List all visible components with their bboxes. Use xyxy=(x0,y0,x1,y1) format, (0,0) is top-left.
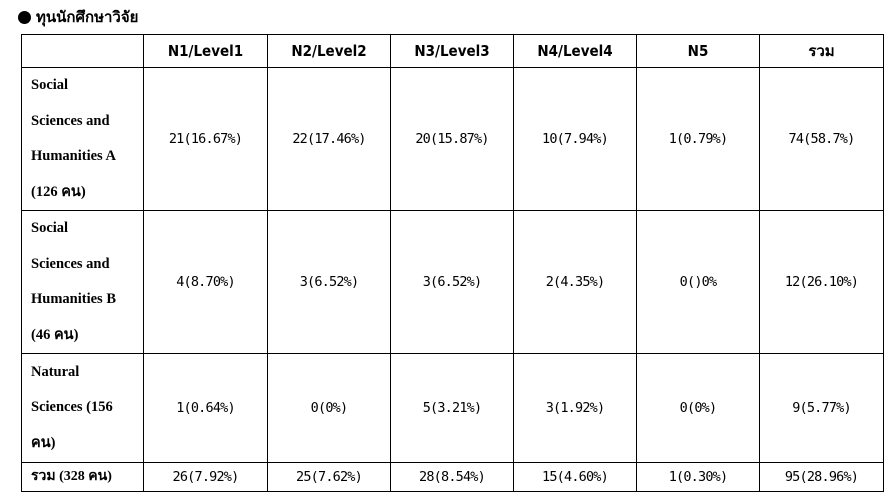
table-row: Social Sciences and Humanities A (126 คน… xyxy=(21,67,884,211)
scholarship-table: N1/Level1 N2/Level2 N3/Level3 N4/Level4 … xyxy=(21,34,884,492)
table-row: Natural Sciences (156 คน) 1(0.64%) 0(0%)… xyxy=(21,353,884,463)
bullet-icon xyxy=(18,10,31,24)
table-cell: 74(58.7%) xyxy=(759,67,884,211)
header-cell-n5: N5 xyxy=(636,34,760,68)
row-label: Social Sciences and Humanities A (126 คน… xyxy=(21,67,144,211)
table-cell: 9(5.77%) xyxy=(759,353,884,463)
table-cell: 26(7.92%) xyxy=(143,462,268,492)
table-cell: 10(7.94%) xyxy=(513,67,637,211)
total-row-label: รวม (328 คน) xyxy=(21,462,144,492)
table-cell: 1(0.79%) xyxy=(636,67,760,211)
header-cell-n2: N2/Level2 xyxy=(267,34,391,68)
table-cell: 0(0%) xyxy=(636,353,760,463)
table-cell: 2(4.35%) xyxy=(513,210,637,354)
header-cell-n1: N1/Level1 xyxy=(143,34,268,68)
table-cell: 95(28.96%) xyxy=(759,462,884,492)
table-cell: 12(26.10%) xyxy=(759,210,884,354)
table-cell: 25(7.62%) xyxy=(267,462,391,492)
table-cell: 22(17.46%) xyxy=(267,67,391,211)
section-title: ทุนนักศึกษาวิจัย xyxy=(18,6,138,28)
header-cell-n3: N3/Level3 xyxy=(390,34,514,68)
table-cell: 3(1.92%) xyxy=(513,353,637,463)
section-title-text: ทุนนักศึกษาวิจัย xyxy=(36,8,139,26)
header-cell-total: รวม xyxy=(759,34,884,68)
table-cell: 1(0.30%) xyxy=(636,462,760,492)
table-cell: 21(16.67%) xyxy=(143,67,268,211)
row-label: Natural Sciences (156 คน) xyxy=(21,353,144,463)
table-cell: 3(6.52%) xyxy=(267,210,391,354)
header-cell-blank xyxy=(21,34,144,68)
table-cell: 1(0.64%) xyxy=(143,353,268,463)
table-cell: 0(0%) xyxy=(267,353,391,463)
row-label: Social Sciences and Humanities B (46 คน) xyxy=(21,210,144,354)
table-cell: 20(15.87%) xyxy=(390,67,514,211)
header-cell-n4: N4/Level4 xyxy=(513,34,637,68)
table-header-row: N1/Level1 N2/Level2 N3/Level3 N4/Level4 … xyxy=(21,34,884,68)
table-cell: 3(6.52%) xyxy=(390,210,514,354)
table-total-row: รวม (328 คน) 26(7.92%) 25(7.62%) 28(8.54… xyxy=(21,462,884,492)
table-cell: 15(4.60%) xyxy=(513,462,637,492)
table-row: Social Sciences and Humanities B (46 คน)… xyxy=(21,210,884,354)
table-cell: 0()0% xyxy=(636,210,760,354)
table-cell: 4(8.70%) xyxy=(143,210,268,354)
table-cell: 28(8.54%) xyxy=(390,462,514,492)
table-cell: 5(3.21%) xyxy=(390,353,514,463)
